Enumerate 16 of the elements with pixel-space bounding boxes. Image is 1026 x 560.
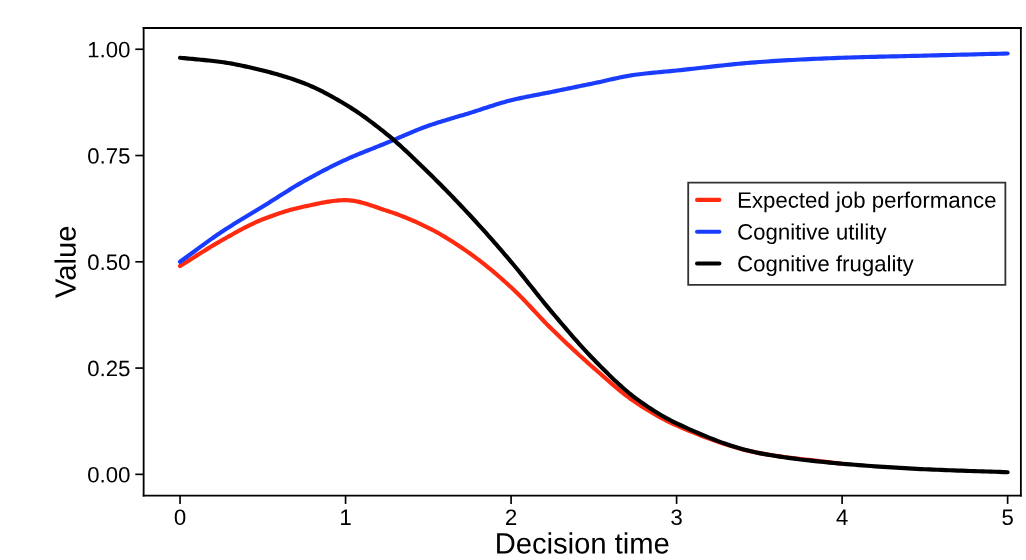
y-tick-label: 0.25: [88, 360, 130, 377]
y-tick-label: 0.50: [88, 254, 130, 271]
x-tick-label: 4: [836, 509, 848, 525]
x-tick-label: 0: [174, 509, 186, 526]
legend-label: Expected job performance: [738, 191, 996, 213]
x-tick-label: 1: [341, 509, 351, 525]
x-tick-label: 3: [671, 509, 682, 526]
legend-label: Cognitive frugality: [738, 255, 914, 276]
x-tick-label: 2: [506, 509, 517, 525]
y-tick-label: 0.00: [88, 466, 130, 483]
y-axis-title: Value: [54, 226, 76, 298]
x-tick-label: 5: [1002, 509, 1013, 526]
legend-label: Cognitive utility: [738, 223, 887, 245]
y-tick-label: 0.75: [88, 148, 130, 164]
x-axis-title: Decision time: [497, 532, 669, 554]
y-tick-label: 1.00: [88, 41, 130, 58]
